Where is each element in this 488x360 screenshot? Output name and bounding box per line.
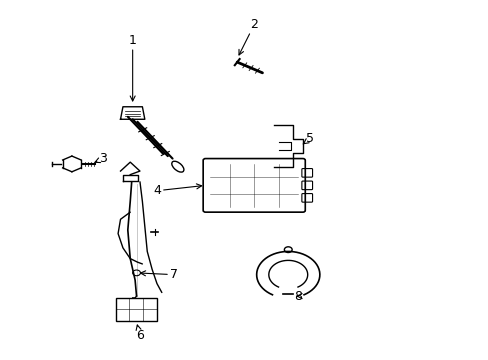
Bar: [116, 298, 157, 321]
Text: 1: 1: [128, 34, 136, 101]
Text: 4: 4: [153, 184, 201, 197]
Text: 6: 6: [136, 325, 143, 342]
Text: 7: 7: [140, 268, 178, 281]
Text: 8: 8: [293, 289, 302, 303]
Text: 2: 2: [239, 18, 258, 55]
Text: 3: 3: [95, 152, 107, 165]
Text: 5: 5: [303, 132, 313, 145]
